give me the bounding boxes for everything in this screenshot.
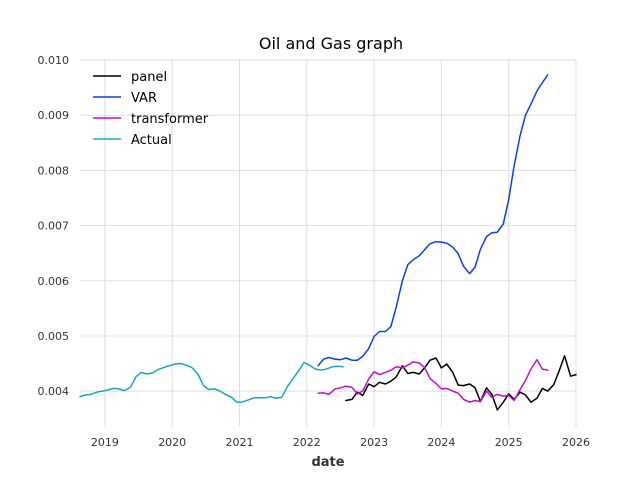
x-tick-label: 2025 bbox=[495, 436, 523, 449]
legend-label: transformer bbox=[131, 112, 209, 127]
x-tick-label: 2020 bbox=[158, 436, 186, 449]
x-tick-label: 2026 bbox=[562, 436, 590, 449]
series-line-panel bbox=[345, 355, 577, 411]
x-tick-label: 2023 bbox=[360, 436, 388, 449]
y-tick-label: 0.004 bbox=[38, 385, 70, 398]
tick-layer: 2019 2020 2021 2022 2023 2024 2025 2026 0.004 0.0… bbox=[38, 54, 591, 449]
x-axis-label: date bbox=[311, 455, 344, 470]
series-line-var bbox=[317, 74, 549, 367]
legend-label: VAR bbox=[131, 91, 157, 106]
grid-layer bbox=[80, 59, 577, 427]
y-tick-label: 0.010 bbox=[38, 54, 70, 67]
chart-title: Oil and Gas graph bbox=[259, 34, 403, 53]
legend-label: Actual bbox=[131, 133, 172, 148]
x-tick-label: 2021 bbox=[226, 436, 254, 449]
y-tick-label: 0.007 bbox=[38, 220, 70, 233]
legend-label: panel bbox=[131, 70, 167, 85]
y-tick-label: 0.005 bbox=[38, 330, 70, 343]
y-tick-label: 0.009 bbox=[38, 109, 70, 122]
x-tick-label: 2024 bbox=[427, 436, 455, 449]
y-tick-label: 0.006 bbox=[38, 275, 70, 288]
series-line-actual bbox=[79, 361, 344, 403]
y-tick-label: 0.008 bbox=[38, 164, 70, 177]
x-tick-label: 2019 bbox=[91, 436, 119, 449]
legend: panel VAR transformer Actual bbox=[93, 70, 209, 148]
series-line-transformer bbox=[317, 358, 549, 403]
series-layer bbox=[79, 74, 577, 411]
x-tick-label: 2022 bbox=[293, 436, 321, 449]
